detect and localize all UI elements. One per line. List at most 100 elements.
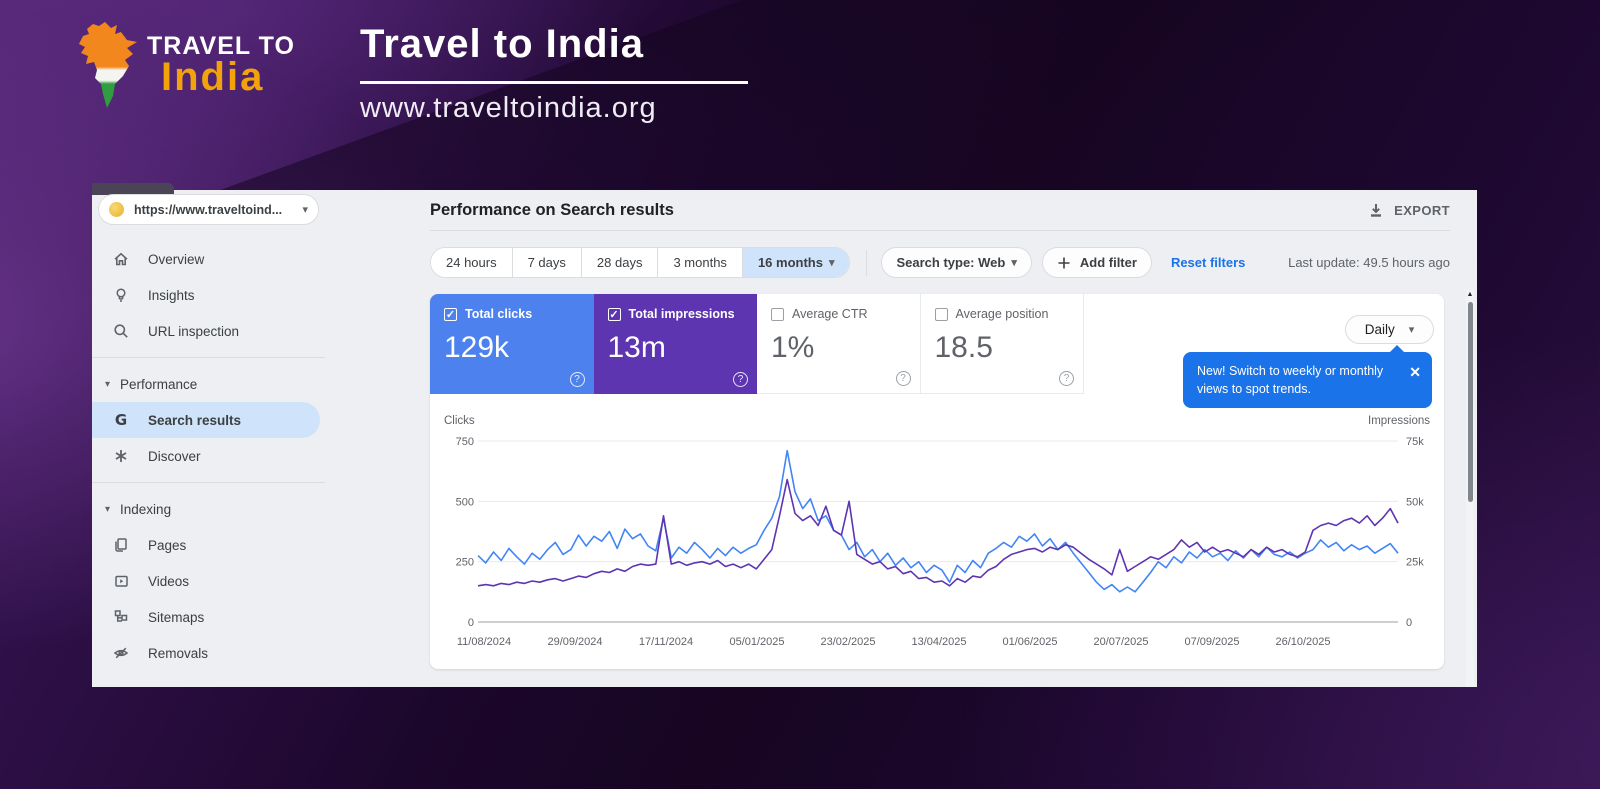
tile-average-ctr[interactable]: ✓Average CTR 1% ? — [757, 294, 921, 394]
total-clicks-value: 129k — [444, 331, 510, 364]
chevron-down-icon: ▾ — [302, 204, 308, 216]
site-banner: TRAVEL TO India Travel to India www.trav… — [75, 14, 748, 125]
sidebar-item-search-results[interactable]: G Search results — [92, 402, 320, 438]
tile-total-clicks[interactable]: ✓ Total clicks 129k ? — [430, 294, 594, 394]
filter-divider — [866, 249, 868, 276]
brand-wordmark: TRAVEL TO India — [147, 32, 295, 97]
checkbox-checked-icon[interactable]: ✓ — [444, 307, 457, 321]
svg-text:07/09/2025: 07/09/2025 — [1184, 636, 1239, 648]
plus-icon — [1058, 257, 1070, 268]
last-update-text: Last update: 49.5 hours ago — [1288, 255, 1450, 270]
svg-text:05/01/2025: 05/01/2025 — [729, 636, 784, 648]
range-24-hours[interactable]: 24 hours — [431, 248, 513, 277]
chevron-down-icon: ▾ — [105, 503, 111, 515]
sidebar-item-overview[interactable]: Overview — [92, 241, 325, 277]
sidebar-section-indexing[interactable]: ▾ Indexing — [105, 501, 172, 517]
chevron-down-icon: ▾ — [1408, 324, 1415, 336]
add-filter-button[interactable]: Add filter — [1041, 247, 1152, 278]
search-console-panel: https://www.traveltoind... ▾ Overview In… — [92, 183, 1477, 687]
close-icon[interactable]: ✕ — [1409, 364, 1421, 380]
svg-text:23/02/2025: 23/02/2025 — [820, 636, 875, 648]
svg-text:01/06/2025: 01/06/2025 — [1002, 636, 1057, 648]
banner-title-block: Travel to India www.traveltoindia.org — [360, 22, 748, 125]
range-16-months[interactable]: 16 months ▾ — [742, 248, 850, 277]
help-icon[interactable]: ? — [569, 372, 585, 387]
india-map-icon — [79, 22, 137, 108]
property-selector[interactable]: https://www.traveltoind... ▾ — [98, 194, 319, 225]
average-position-value: 18.5 — [934, 331, 993, 364]
svg-text:11/08/2024: 11/08/2024 — [457, 636, 511, 648]
banner-title: Travel to India — [360, 22, 748, 84]
checkbox-unchecked-icon[interactable]: ✓ — [934, 307, 948, 321]
scrollbar-thumb[interactable] — [1467, 302, 1473, 502]
help-icon[interactable]: ? — [733, 372, 748, 387]
sidebar-item-sitemaps[interactable]: Sitemaps — [92, 599, 325, 635]
brand-logo: TRAVEL TO India — [75, 14, 315, 112]
chevron-down-icon: ▾ — [105, 378, 111, 390]
date-range-selector: 24 hours 7 days 28 days 3 months 16 mont… — [430, 247, 851, 278]
main-content: Performance on Search results EXPORT 24 … — [325, 190, 1477, 687]
tile-average-position[interactable]: ✓Average position 18.5 ? — [920, 294, 1084, 394]
asterisk-icon — [112, 447, 130, 465]
export-button[interactable]: EXPORT — [1368, 202, 1450, 218]
svg-text:75k: 75k — [1406, 436, 1424, 448]
svg-text:17/11/2024: 17/11/2024 — [639, 636, 693, 648]
svg-text:50k: 50k — [1406, 496, 1424, 508]
tile-total-impressions[interactable]: ✓ Total impressions 13m ? — [593, 294, 757, 394]
granularity-selector[interactable]: Daily ▾ — [1345, 315, 1434, 344]
sidebar-item-insights[interactable]: Insights — [92, 277, 325, 313]
eye-off-icon — [112, 644, 130, 662]
svg-text:29/09/2024: 29/09/2024 — [547, 636, 602, 648]
property-icon — [109, 202, 124, 217]
sidebar-divider — [92, 357, 325, 358]
topbar: Performance on Search results EXPORT — [430, 190, 1450, 230]
reset-filters-link[interactable]: Reset filters — [1170, 255, 1246, 270]
sidebar: https://www.traveltoind... ▾ Overview In… — [92, 190, 325, 687]
sidebar-item-videos[interactable]: Videos — [92, 563, 325, 599]
sidebar-item-removals[interactable]: Removals — [92, 635, 325, 671]
sidebar-section-performance[interactable]: ▾ Performance — [105, 376, 198, 392]
filter-row: 24 hours 7 days 28 days 3 months 16 mont… — [430, 231, 1450, 294]
page-title: Performance on Search results — [430, 200, 674, 219]
average-ctr-value: 1% — [771, 331, 815, 364]
help-icon[interactable]: ? — [895, 371, 911, 386]
scrollbar[interactable]: ▲ — [1466, 290, 1474, 687]
checkbox-unchecked-icon[interactable]: ✓ — [771, 307, 784, 321]
checkbox-checked-icon[interactable]: ✓ — [607, 307, 621, 321]
svg-text:0: 0 — [1406, 617, 1412, 629]
svg-text:0: 0 — [468, 617, 474, 629]
performance-chart: 0 0 250 25k 500 50k 750 75k Clicks Impressions 11/… — [444, 415, 1430, 648]
new-feature-tooltip: New! Switch to weekly or monthly views t… — [1183, 344, 1432, 409]
sidebar-item-pages[interactable]: Pages — [92, 527, 325, 563]
svg-text:13/04/2025: 13/04/2025 — [911, 636, 966, 648]
export-label: EXPORT — [1394, 202, 1450, 218]
svg-text:750: 750 — [456, 436, 474, 448]
sidebar-item-url-inspection[interactable]: URL inspection — [92, 313, 325, 349]
svg-text:Clicks: Clicks — [444, 415, 475, 427]
search-type-selector[interactable]: Search type: Web ▾ — [881, 247, 1032, 278]
svg-text:250: 250 — [456, 557, 474, 569]
range-28-days[interactable]: 28 days — [581, 248, 659, 277]
sidebar-divider — [92, 482, 325, 483]
banner-url: www.traveltoindia.org — [360, 92, 657, 124]
svg-text:Impressions: Impressions — [1368, 415, 1430, 427]
svg-text:25k: 25k — [1406, 557, 1424, 569]
pages-icon — [112, 536, 130, 554]
window-tab-fragment — [92, 183, 174, 195]
svg-text:500: 500 — [456, 496, 474, 508]
search-icon — [112, 322, 130, 340]
sitemap-icon — [112, 608, 130, 626]
svg-text:26/10/2025: 26/10/2025 — [1275, 636, 1330, 648]
help-icon[interactable]: ? — [1059, 371, 1074, 386]
lightbulb-icon — [112, 286, 130, 304]
svg-text:20/07/2025: 20/07/2025 — [1093, 636, 1148, 648]
video-icon — [112, 572, 130, 590]
performance-card: ✓ Total clicks 129k ? ✓ Total impressions … — [430, 294, 1444, 669]
scrollbar-up-icon[interactable]: ▲ — [1466, 291, 1474, 298]
sidebar-item-discover[interactable]: Discover — [92, 438, 325, 474]
range-3-months[interactable]: 3 months — [658, 248, 743, 277]
property-url: https://www.traveltoind... — [134, 202, 283, 217]
download-icon — [1371, 204, 1382, 217]
chevron-down-icon: ▾ — [828, 257, 835, 269]
range-7-days[interactable]: 7 days — [512, 248, 582, 277]
